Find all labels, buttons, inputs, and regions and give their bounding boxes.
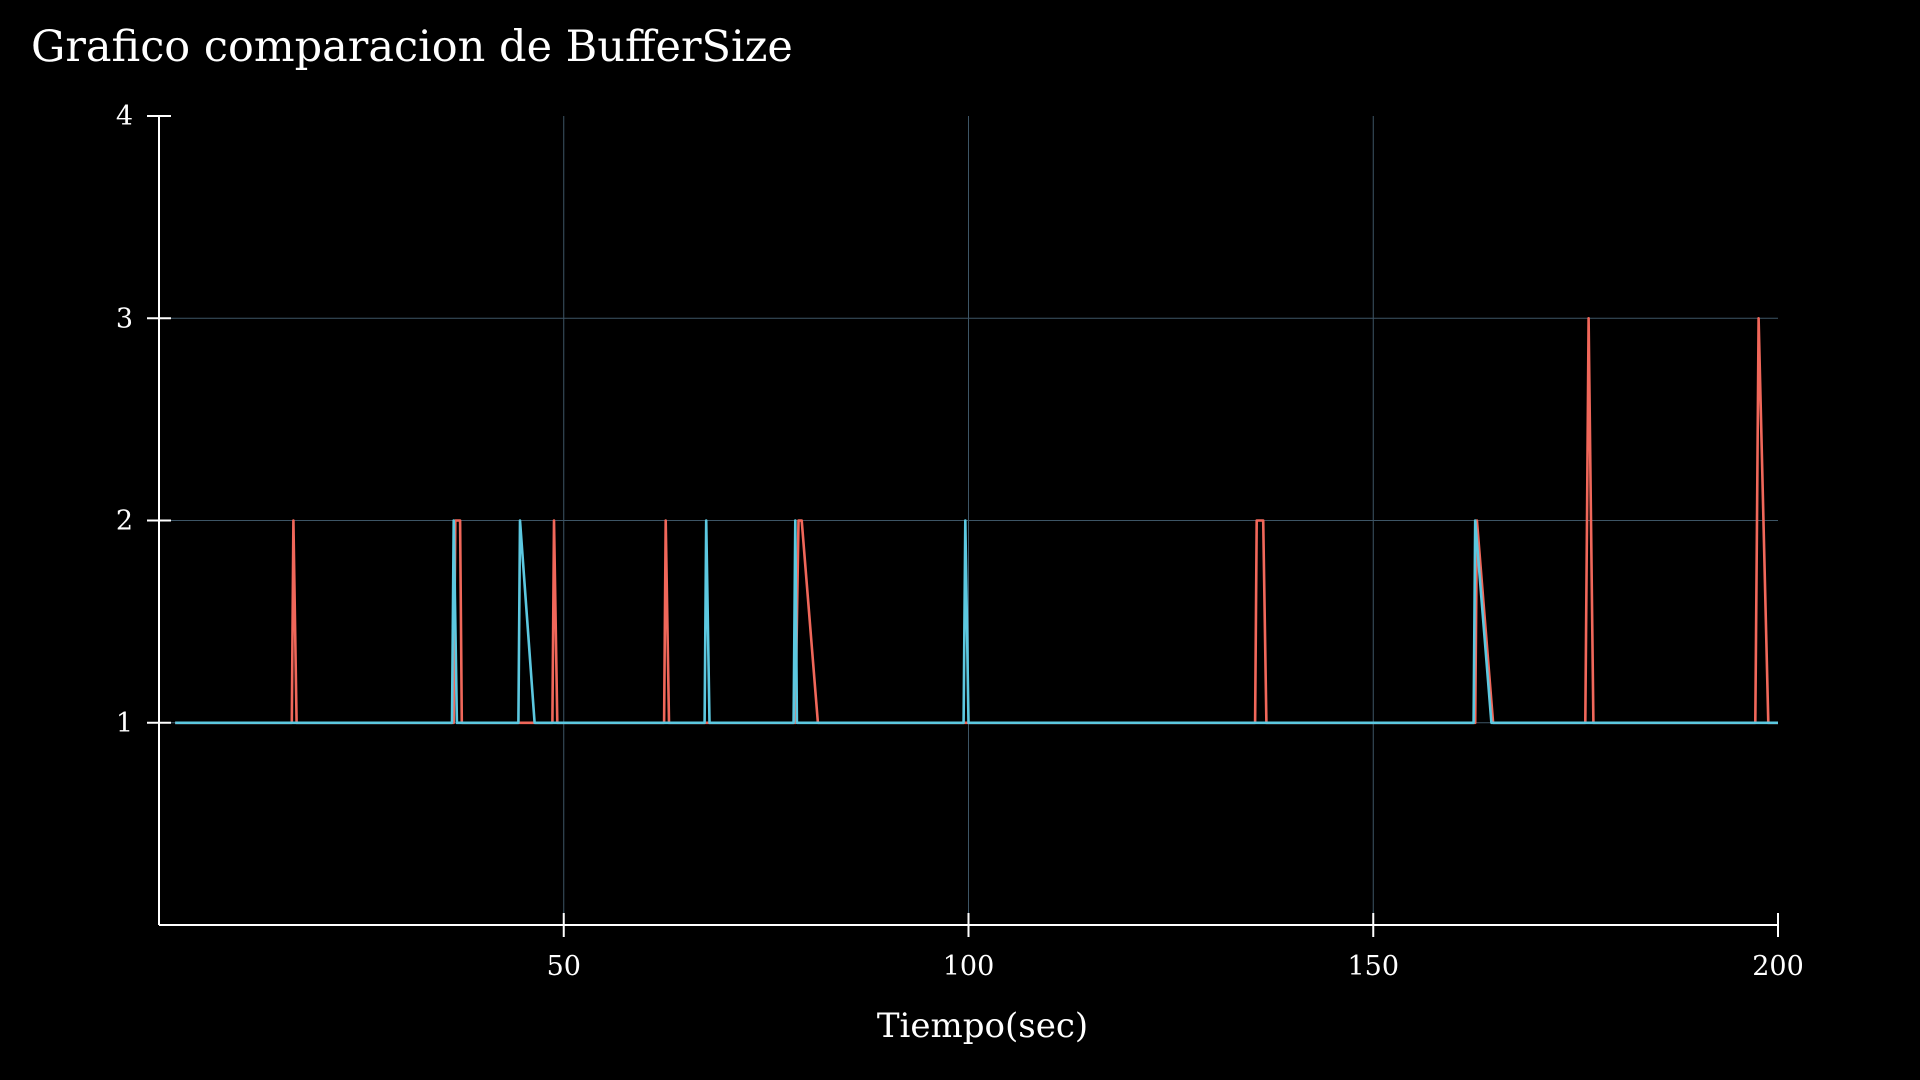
chart-title: Grafico comparacion de BufferSize (31, 22, 793, 72)
x-tick-label: 100 (943, 951, 995, 982)
x-tick-label: 50 (547, 951, 581, 982)
series-line-1 (175, 317, 1778, 725)
series-line-2 (175, 519, 1778, 725)
y-tick-label: 4 (116, 101, 133, 132)
y-tick-label: 1 (116, 708, 133, 739)
y-tick-label: 2 (116, 506, 133, 537)
x-tick-label: 150 (1347, 951, 1399, 982)
x-axis-label: Tiempo(sec) (877, 1006, 1088, 1046)
x-tick-label: 200 (1752, 951, 1804, 982)
y-tick-label: 3 (116, 303, 133, 334)
